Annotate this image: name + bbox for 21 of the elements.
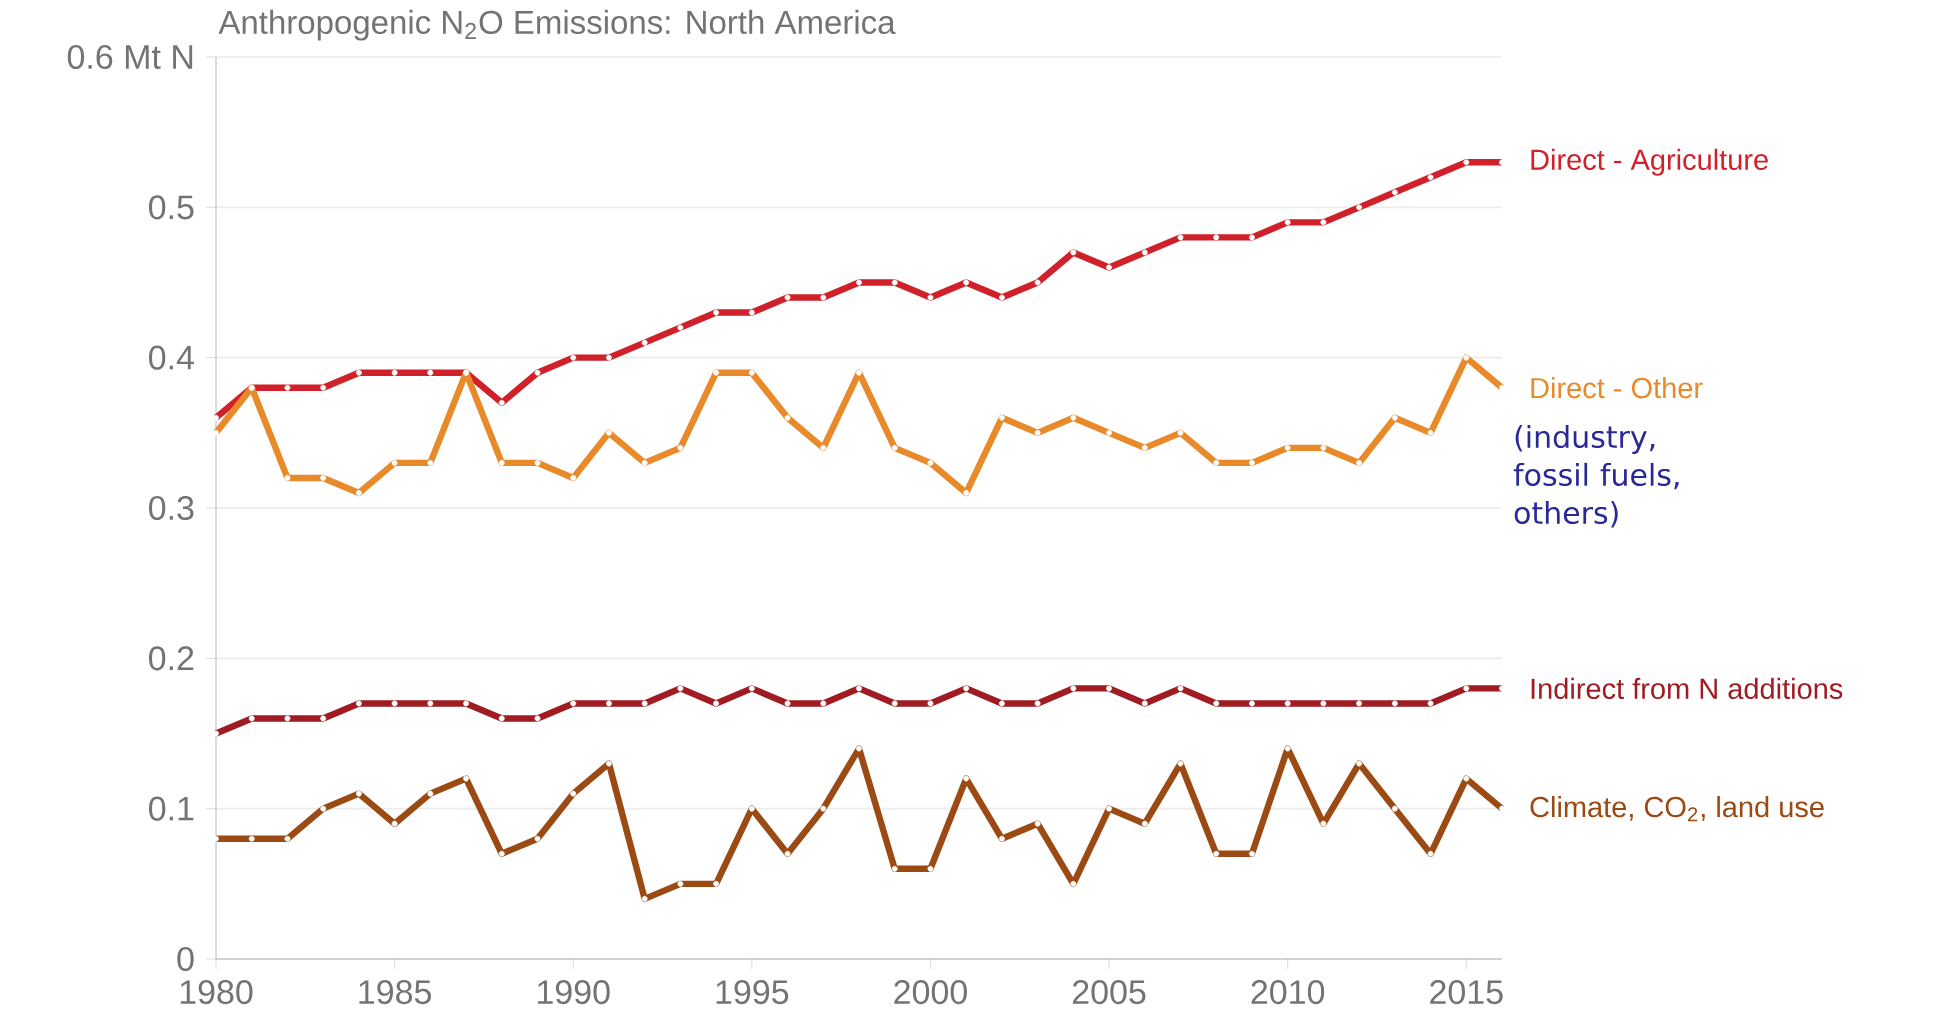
series-label: Direct - Agriculture — [1531, 148, 1768, 176]
y-tick-label: 0 — [177, 946, 194, 972]
x-tick-label: 2015 — [1430, 980, 1503, 1005]
series-label: Direct - Other — [1531, 377, 1703, 399]
y-tick-label: 0.1 — [149, 796, 194, 821]
x-tick-label: 1995 — [716, 980, 789, 1005]
series-label: Indirect from N additions — [1531, 677, 1843, 700]
y-tick-label: 0.3 — [149, 495, 194, 521]
x-tick-label: 2010 — [1251, 980, 1325, 1005]
x-tick-label: 2000 — [894, 980, 967, 1005]
chart-title: Anthropogenic N$_{2}$O Emissions: North America — [218, 9, 896, 41]
y-tick-label: 0.2 — [149, 646, 194, 671]
x-tick-label: 1985 — [359, 980, 431, 1005]
y-tick-label: 0.5 — [149, 195, 194, 220]
x-tick-label: 2005 — [1072, 980, 1146, 1005]
y-tick-label: 0.6 Mt N — [67, 44, 193, 70]
y-tick-label: 0.4 — [149, 345, 194, 370]
x-tick-label: 1990 — [538, 980, 610, 1005]
text: (industry, fossil fuels, others) — [1513, 424, 1679, 528]
x-tick-label: 1980 — [180, 980, 253, 1005]
series-label: Climate, CO$_{2}$, land use — [1530, 796, 1824, 822]
